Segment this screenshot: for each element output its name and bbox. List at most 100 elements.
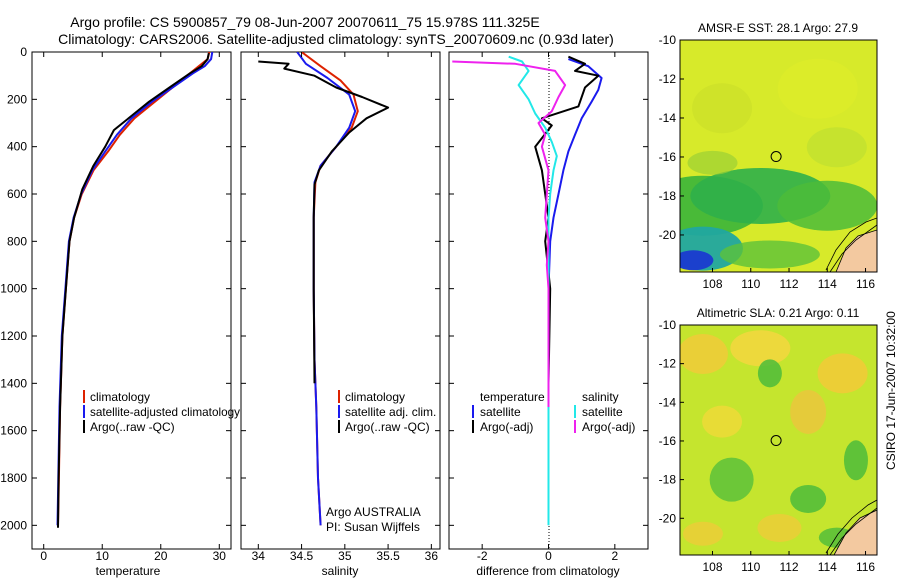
- map-color-patch: [790, 484, 827, 513]
- map-color-patch: [687, 150, 738, 175]
- sla-contour-1: [825, 499, 877, 554]
- map-color-patch: [757, 359, 782, 388]
- map-ytick-label: -16: [659, 434, 677, 448]
- difference-xtick-label: 0: [545, 549, 552, 563]
- temperature-series-group: [56, 52, 214, 528]
- depth-tick-label: 1600: [0, 424, 27, 438]
- depth-tick-label: 200: [7, 92, 27, 106]
- sst-argo-location-marker: [770, 151, 782, 163]
- map-ytick-label: -10: [659, 318, 677, 332]
- map-ytick-label: -20: [659, 511, 677, 525]
- map-ytick-label: -18: [659, 189, 677, 203]
- temperature-series-argo-raw-qc-: [57, 53, 210, 528]
- map-xtick-label: 114: [818, 277, 837, 291]
- depth-tick-label: 600: [7, 187, 27, 201]
- map-color-patch: [806, 127, 867, 168]
- depth-tick-label: 800: [7, 234, 27, 248]
- sst-map-field: [680, 40, 877, 272]
- salinity-xtick-label: 36: [425, 549, 439, 563]
- legend-label-sal-satellite: satellite: [582, 405, 623, 419]
- legend-label-sal-argo: Argo(-adj): [582, 420, 635, 434]
- temperature-xtick-label: 10: [96, 549, 110, 563]
- legend-label-satellite: satellite-adjusted climatology: [90, 405, 240, 419]
- difference-legend: temperature satellite Argo(-adj) salinit…: [472, 390, 635, 434]
- salinity-xtick-label: 35.5: [376, 549, 400, 563]
- map-xtick-label: 110: [741, 560, 760, 574]
- sla-map-ticks: 108 110 112 114 116 -10 -12 -14 -16 -18 -20: [659, 318, 876, 574]
- map-xtick-label: 108: [702, 560, 722, 574]
- legend-label-temp-argo: Argo(-adj): [480, 420, 533, 434]
- legend-label-climatology: climatology: [345, 390, 405, 404]
- depth-tick-label: 1200: [0, 329, 27, 343]
- depth-tick-label: 0: [20, 45, 27, 59]
- map-xtick-label: 116: [856, 277, 875, 291]
- temperature-legend: climatology satellite-adjusted climatolo…: [83, 390, 240, 434]
- legend-label-climatology: climatology: [90, 390, 150, 404]
- map-ytick-label: -20: [659, 228, 677, 242]
- sst-map-frame: [679, 39, 878, 273]
- map-ytick-label: -14: [659, 111, 677, 125]
- sst-contour-2: [829, 224, 877, 272]
- difference-series-salinity-argo-adj-: [452, 60, 567, 407]
- difference-xlabel: difference from climatology: [476, 564, 619, 578]
- depth-tick-label: 2000: [0, 518, 27, 532]
- salinity-xtick-label: 34: [252, 549, 266, 563]
- salinity-xtick-label: 35: [338, 549, 352, 563]
- temperature-xtick-label: 20: [154, 549, 168, 563]
- map-color-patch: [757, 513, 802, 542]
- temperature-xlabel: temperature: [96, 564, 161, 578]
- map-ytick-label: -10: [659, 33, 677, 47]
- depth-tick-labels: 0 200 400 600 800 1000 1200 1400 1600 1800 2000: [0, 45, 27, 532]
- sla-contour-2: [829, 507, 877, 555]
- difference-series-temperature-argo-adj-: [534, 55, 600, 384]
- temperature-axes: [31, 51, 232, 550]
- salinity-axes: [240, 51, 441, 550]
- map-color-patch: [719, 240, 820, 269]
- map-ytick-label: -12: [659, 357, 677, 371]
- map-xtick-label: 116: [856, 560, 875, 574]
- map-xtick-label: 112: [779, 277, 798, 291]
- map-color-patch: [709, 457, 754, 502]
- temperature-xtick-label: 30: [213, 549, 227, 563]
- sst-contour-1: [825, 217, 877, 271]
- map-color-patch: [692, 83, 753, 134]
- salinity-series-group: [258, 52, 390, 526]
- sst-map-title: AMSR-E SST: 28.1 Argo: 27.9: [698, 21, 858, 35]
- argo-australia-annotation: Argo AUSTRALIA: [326, 505, 421, 519]
- salinity-series-argo-raw-qc-: [258, 60, 390, 384]
- figure-title-line2: Climatology: CARS2006. Satellite-adjuste…: [58, 31, 614, 47]
- depth-tick-label: 400: [7, 140, 27, 154]
- sst-blobs: [680, 58, 877, 271]
- sst-map-ticks: 108 110 112 114 116 -10 -12 -14 -16 -18 -20: [659, 33, 876, 291]
- map-xtick-label: 110: [741, 277, 760, 291]
- map-color-patch: [817, 353, 868, 394]
- map-color-patch: [730, 330, 791, 367]
- map-color-patch: [790, 389, 827, 434]
- figure-title-line1: Argo profile: CS 5900857_79 08-Jun-2007 …: [70, 14, 539, 30]
- csiro-timestamp: CSIRO 17-Jun-2007 10:32:00: [884, 311, 898, 470]
- depth-tick-label: 1800: [0, 471, 27, 485]
- sla-argo-location-marker: [770, 435, 782, 447]
- legend-label-argo: Argo(..raw -QC): [345, 420, 430, 434]
- difference-series-temperature-satellite: [547, 58, 603, 407]
- map-xtick-label: 112: [779, 560, 798, 574]
- map-xtick-label: 114: [818, 560, 837, 574]
- map-ytick-label: -18: [659, 473, 677, 487]
- salinity-xtick-label: 34.5: [290, 549, 314, 563]
- difference-series-salinity-satellite: [508, 55, 558, 526]
- map-color-patch: [777, 58, 858, 119]
- legend-label-argo: Argo(..raw -QC): [90, 420, 175, 434]
- difference-series-group: [452, 55, 603, 526]
- salinity-legend: climatology satellite adj. clim. Argo(..…: [326, 390, 436, 534]
- map-xtick-label: 108: [702, 277, 722, 291]
- legend-heading-temperature: temperature: [480, 390, 545, 404]
- salinity-series-satellite-adj-clim-: [296, 52, 357, 526]
- legend-label-satellite: satellite adj. clim.: [345, 405, 436, 419]
- map-ytick-label: -14: [659, 395, 677, 409]
- sla-map-frame: [679, 324, 878, 556]
- salinity-xlabel: salinity: [322, 564, 359, 578]
- map-color-patch: [777, 180, 877, 231]
- depth-tick-label: 1000: [0, 282, 27, 296]
- legend-label-temp-satellite: satellite: [480, 405, 521, 419]
